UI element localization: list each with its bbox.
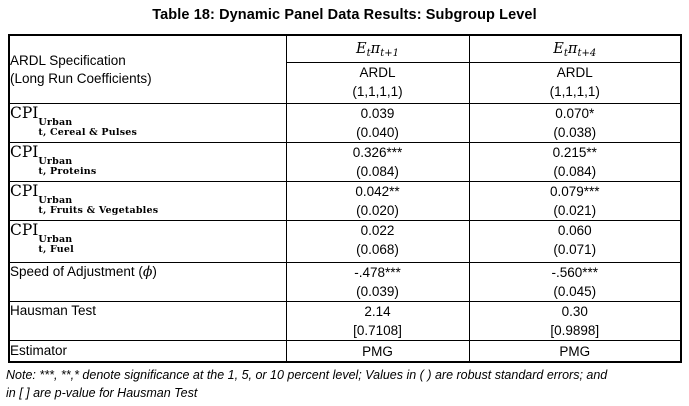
- expected-inflation-t1-formula: Etπt+1: [356, 41, 399, 59]
- estimator-label: Estimator: [10, 343, 68, 358]
- standard-error: (0.038): [553, 125, 597, 140]
- estimator-value: PMG: [559, 343, 591, 359]
- cpi-superscript: Urban: [38, 195, 73, 206]
- spec-header-cell: ARDL Specification (Long Run Coefficient…: [8, 34, 287, 104]
- col1-equation-header: Etπt+1: [285, 34, 470, 63]
- coefficient-cell: 0.070* (0.038): [468, 103, 682, 143]
- coefficient-value: -.478***: [354, 265, 401, 280]
- row-label-cell: Speed of Adjustment (ϕ): [8, 262, 287, 302]
- table-title: Table 18: Dynamic Panel Data Results: Su…: [152, 7, 537, 23]
- row-label-cell: CPI Urban t, Proteins: [8, 142, 287, 182]
- coefficient-cell: 0.042** (0.020): [285, 181, 470, 221]
- row-label-cell: CPI Urban t, Fruits & Vegetables: [8, 181, 287, 221]
- standard-error: (0.071): [553, 242, 597, 257]
- standard-error: (0.039): [356, 284, 399, 299]
- cpi-superscript: Urban: [38, 156, 73, 167]
- header-row-equation: ARDL Specification (Long Run Coefficient…: [8, 34, 682, 104]
- statistic-cell: 0.30 [0.9898]: [468, 301, 682, 341]
- cpi-superscript: Urban: [38, 117, 73, 128]
- estimator-cell: PMG: [468, 340, 682, 363]
- spec-label-line1: ARDL Specification: [10, 52, 126, 68]
- table-row-proteins: CPI Urban t, Proteins 0.326*** (0.084) 0.2…: [8, 142, 682, 182]
- coefficient-value: -.560***: [551, 265, 599, 280]
- coefficient-cell: 0.060 (0.071): [468, 220, 682, 263]
- coefficient-value: 0.070*: [555, 106, 595, 121]
- row-label-cell: CPI Urban t, Fuel: [8, 220, 287, 263]
- cpi-fruits-vegetables-label: CPI Urban t, Fruits & Vegetables: [10, 182, 159, 216]
- coefficient-value: 0.022: [360, 223, 395, 238]
- coefficient-value: 0.326***: [352, 145, 403, 160]
- coefficient-value: 0.215**: [552, 145, 597, 160]
- coefficient-value: 0.042**: [355, 184, 400, 199]
- row-label-cell: Hausman Test: [8, 301, 287, 341]
- statistic-value: 2.14: [364, 304, 391, 319]
- statistic-cell: 2.14 [0.7108]: [285, 301, 470, 341]
- footnote-line1: Note: ***, **,* denote significance at t…: [6, 368, 608, 382]
- coefficient-value: 0.039: [360, 106, 395, 121]
- spec-label-line2: (Long Run Coefficients): [10, 70, 152, 86]
- row-label-cell: Estimator: [8, 340, 287, 363]
- table-row-cereal-pulses: CPI Urban t, Cereal & Pulses 0.039 (0.040)…: [8, 103, 682, 143]
- model-lags: (1,1,1,1): [549, 84, 600, 99]
- col2-model-header: ARDL (1,1,1,1): [468, 62, 682, 104]
- table-row-estimator: Estimator PMG PMG: [8, 340, 682, 363]
- estimator-cell: PMG: [285, 340, 470, 363]
- cpi-proteins-label: CPI Urban t, Proteins: [10, 143, 97, 177]
- cpi-subscript: t, Fuel: [38, 244, 74, 255]
- standard-error: (0.045): [553, 284, 597, 299]
- statistic-value: 0.30: [561, 304, 588, 319]
- cpi-subscript: t, Cereal & Pulses: [38, 127, 138, 138]
- model-lags: (1,1,1,1): [352, 84, 403, 99]
- row-label-cell: CPI Urban t, Cereal & Pulses: [8, 103, 287, 143]
- coefficient-cell: 0.039 (0.040): [285, 103, 470, 143]
- table-footnote: Note: ***, **,* denote significance at t…: [6, 367, 685, 402]
- coefficient-value: 0.079***: [549, 184, 600, 199]
- table-row-fruits-vegetables: CPI Urban t, Fruits & Vegetables 0.042** (…: [8, 181, 682, 221]
- table-row-speed-of-adjustment: Speed of Adjustment (ϕ) -.478*** (0.039)…: [8, 262, 682, 302]
- header-row-model: ARDL (1,1,1,1) ARDL (1,1,1,1): [9, 62, 682, 104]
- p-value: [0.7108]: [353, 323, 402, 338]
- col1-model-header: ARDL (1,1,1,1): [285, 62, 470, 104]
- standard-error: (0.084): [553, 164, 597, 179]
- table-row-fuel: CPI Urban t, Fuel 0.022 (0.068) 0.060 (0.0…: [8, 220, 682, 263]
- cpi-subscript: t, Fruits & Vegetables: [38, 205, 159, 216]
- standard-error: (0.021): [553, 203, 597, 218]
- standard-error: (0.040): [356, 125, 399, 140]
- standard-error: (0.068): [356, 242, 399, 257]
- phi-symbol: ϕ: [142, 264, 153, 280]
- p-value: [0.9898]: [550, 323, 600, 338]
- coefficient-value: 0.060: [557, 223, 592, 238]
- col2-equation-header: Etπt+4: [468, 34, 682, 63]
- model-name: ARDL: [556, 65, 593, 80]
- coefficient-cell: 0.215** (0.084): [468, 142, 682, 182]
- expected-inflation-t4-formula: Etπt+4: [553, 41, 597, 59]
- coefficient-cell: 0.326*** (0.084): [285, 142, 470, 182]
- coefficient-cell: 0.079*** (0.021): [468, 181, 682, 221]
- speed-of-adjustment-label: Speed of Adjustment (ϕ): [10, 264, 157, 280]
- standard-error: (0.084): [356, 164, 399, 179]
- hausman-test-label: Hausman Test: [10, 303, 97, 318]
- standard-error: (0.020): [356, 203, 399, 218]
- estimator-value: PMG: [362, 343, 393, 359]
- cpi-superscript: Urban: [38, 234, 73, 245]
- table-row-hausman-test: Hausman Test 2.14 [0.7108] 0.30 [0.9898]: [8, 301, 682, 341]
- coefficient-cell: 0.022 (0.068): [285, 220, 470, 263]
- footnote-line2: in [ ] are p-value for Hausman Test: [6, 385, 198, 400]
- cpi-cereal-pulses-label: CPI Urban t, Cereal & Pulses: [10, 104, 138, 138]
- cpi-fuel-label: CPI Urban t, Fuel: [10, 221, 74, 255]
- results-table: ARDL Specification (Long Run Coefficient…: [8, 34, 682, 363]
- coefficient-cell: -.478*** (0.039): [285, 262, 470, 302]
- coefficient-cell: -.560*** (0.045): [468, 262, 682, 302]
- model-name: ARDL: [359, 65, 396, 80]
- cpi-subscript: t, Proteins: [38, 166, 97, 177]
